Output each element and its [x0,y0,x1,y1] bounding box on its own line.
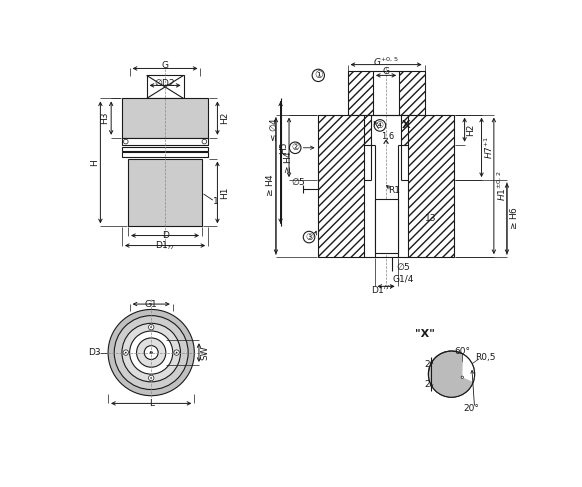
Circle shape [202,139,207,144]
Circle shape [289,142,301,153]
Circle shape [144,346,158,359]
Polygon shape [364,114,371,145]
Text: H5: H5 [279,141,288,153]
Circle shape [130,331,173,374]
Text: R1: R1 [388,187,400,195]
Text: D: D [162,231,169,240]
Text: 2: 2 [424,380,430,389]
Circle shape [303,231,315,243]
Circle shape [114,316,188,390]
Circle shape [176,352,178,353]
Text: 1: 1 [213,197,219,206]
Text: ②: ② [291,143,299,152]
Text: L: L [149,399,154,408]
Polygon shape [318,114,364,257]
Text: 13: 13 [425,214,436,223]
Text: $\geq$H4: $\geq$H4 [282,150,293,175]
Polygon shape [347,71,373,114]
Text: G1/4: G1/4 [392,274,414,283]
Circle shape [151,377,152,378]
Circle shape [123,139,128,144]
Text: 60°: 60° [455,347,470,356]
Text: H1: H1 [220,186,229,199]
Bar [122,147,208,151]
Text: $\geq$H4: $\geq$H4 [264,173,275,198]
Text: X: X [402,120,410,131]
Text: $G^{+0,5}$: $G^{+0,5}$ [373,56,399,68]
Circle shape [461,376,463,378]
Text: $\leq\emptyset$4: $\leq\emptyset$4 [268,116,279,143]
Circle shape [125,352,126,353]
Circle shape [123,350,129,356]
Bar [122,138,208,146]
Circle shape [312,69,324,81]
Polygon shape [402,114,409,145]
Text: G: G [382,67,389,76]
Text: 1,6: 1,6 [381,132,394,142]
Text: ①: ① [314,71,322,80]
Text: D1$_{f7}$: D1$_{f7}$ [155,239,175,252]
Text: H: H [90,159,99,166]
Text: 2: 2 [424,359,430,369]
Circle shape [148,324,154,330]
Text: $H1^{\pm 0,2}$: $H1^{\pm 0,2}$ [495,170,508,201]
Text: "X": "X" [414,329,435,339]
Circle shape [428,351,474,397]
Text: R0,5: R0,5 [475,353,496,362]
Circle shape [150,352,152,354]
Circle shape [122,323,180,382]
Text: ③: ③ [305,233,313,242]
Text: G1: G1 [145,300,158,309]
Text: $\emptyset$D2: $\emptyset$D2 [154,77,176,88]
Bar [147,75,183,98]
Circle shape [148,375,154,381]
Text: D1$^{H7}$: D1$^{H7}$ [371,283,393,296]
Text: D3: D3 [88,348,101,357]
Circle shape [108,309,194,396]
Bar [374,199,398,253]
Bar [128,159,202,226]
Text: $\emptyset$5: $\emptyset$5 [291,176,306,187]
Text: 20°: 20° [464,404,480,412]
Bar [122,152,208,157]
Circle shape [174,350,179,356]
Text: G: G [162,61,169,70]
Polygon shape [462,354,474,382]
Text: H2: H2 [220,112,229,124]
Text: H2: H2 [466,124,475,136]
Polygon shape [409,114,454,257]
Circle shape [137,338,166,367]
Polygon shape [428,351,474,397]
Text: $H7^{+1}$: $H7^{+1}$ [483,136,495,159]
Text: $\geq$H6: $\geq$H6 [508,206,519,231]
Text: $\emptyset$5: $\emptyset$5 [396,261,410,272]
Text: ④: ④ [376,121,384,130]
Circle shape [374,120,386,131]
Bar [122,98,208,138]
Polygon shape [399,71,424,114]
Text: H3: H3 [101,112,109,124]
Circle shape [151,327,152,328]
Text: SW: SW [201,345,210,360]
